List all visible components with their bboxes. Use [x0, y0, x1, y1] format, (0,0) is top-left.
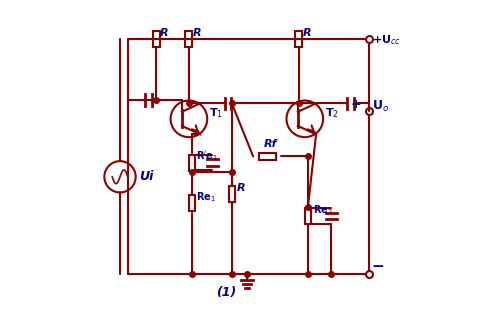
FancyBboxPatch shape: [186, 31, 192, 47]
Text: R: R: [302, 28, 311, 38]
Text: Re$_2$: Re$_2$: [312, 203, 332, 216]
Text: −: −: [372, 259, 384, 274]
FancyBboxPatch shape: [188, 195, 196, 211]
FancyBboxPatch shape: [304, 208, 312, 224]
FancyBboxPatch shape: [188, 155, 196, 171]
Text: Re$_1$: Re$_1$: [196, 190, 216, 204]
FancyBboxPatch shape: [259, 153, 276, 160]
FancyBboxPatch shape: [152, 31, 160, 47]
Text: Rf: Rf: [264, 139, 278, 149]
Text: Ui: Ui: [139, 170, 153, 183]
Text: (1): (1): [216, 286, 236, 299]
Text: T$_2$: T$_2$: [325, 106, 339, 119]
Text: +: +: [350, 98, 361, 111]
Text: T$_1$: T$_1$: [210, 106, 223, 119]
Text: R: R: [236, 183, 245, 193]
Text: R: R: [193, 28, 202, 38]
Text: R: R: [160, 28, 168, 38]
Text: +U$_{cc}$: +U$_{cc}$: [372, 33, 400, 47]
Text: U$_o$: U$_o$: [372, 99, 389, 113]
FancyBboxPatch shape: [295, 31, 302, 47]
Text: R$'$e$_1$: R$'$e$_1$: [196, 149, 218, 163]
FancyBboxPatch shape: [228, 186, 235, 202]
